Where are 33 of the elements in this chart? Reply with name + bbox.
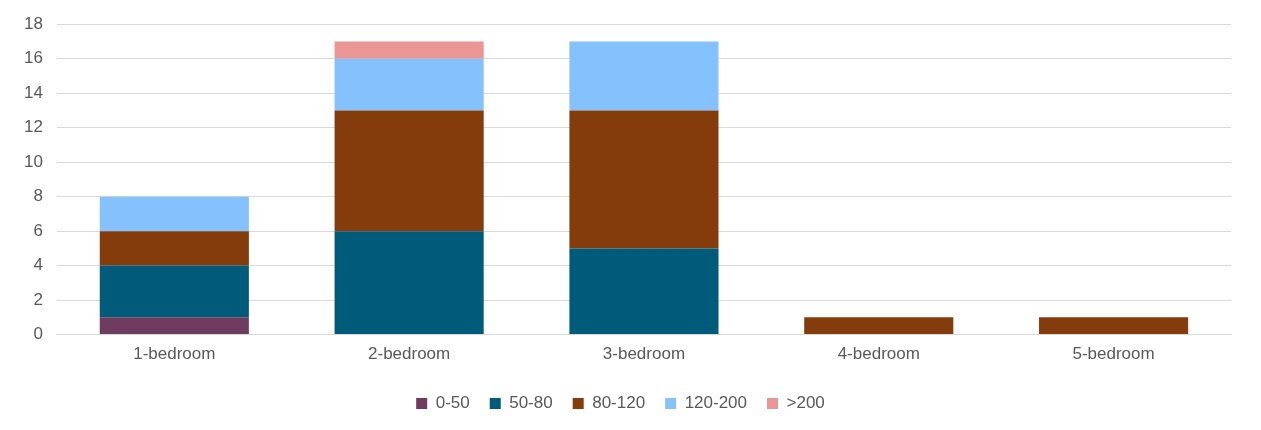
legend-label: 80-120 [592,393,646,413]
bar [569,110,719,249]
x-tick-label: 4-bedroom [837,344,920,364]
y-tick-label: 6 [33,220,43,240]
bar [804,317,954,335]
x-tick-label: 1-bedroom [133,344,216,364]
bar [99,317,249,335]
x-tick-label: 5-bedroom [1072,344,1155,364]
y-tick-label: 4 [33,255,43,275]
legend-label: 0-50 [435,393,470,413]
bar [1039,317,1189,335]
bar [569,41,719,111]
bar [569,248,719,335]
legend-label: 120-200 [684,393,748,413]
y-tick-label: 18 [23,13,43,33]
x-tick-label: 2-bedroom [368,344,451,364]
legend-label: >200 [786,393,825,413]
y-tick-label: 0 [33,324,43,344]
x-tick-label: 3-bedroom [602,344,686,364]
y-tick-label: 12 [23,117,43,137]
legend-label: 50-80 [509,393,553,413]
y-tick-label: 16 [23,48,43,68]
y-tick-label: 10 [23,151,43,171]
bar [99,231,249,266]
y-tick-label: 14 [23,82,43,102]
bar [99,265,249,318]
y-tick-label: 8 [33,186,43,206]
bar [334,41,484,59]
bar [99,196,249,232]
y-tick-label: 2 [33,289,43,309]
bar [334,110,484,232]
bar [334,58,484,111]
bar [334,231,484,335]
